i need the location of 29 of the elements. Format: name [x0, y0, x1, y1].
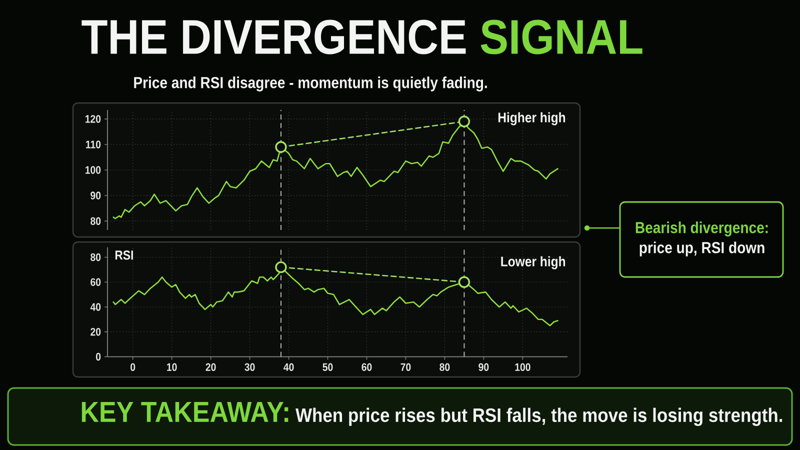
chart-title: THE DIVERGENCE SIGNAL	[82, 20, 642, 54]
annotation: Higher high	[498, 112, 566, 126]
text: KEY TAKEAWAY: When price rises but RSI falls, the move is losing strength.	[82, 402, 782, 426]
x-tick-label: 100	[515, 363, 530, 371]
y-tick-label: 80	[90, 253, 101, 262]
y-tick-label: 40	[90, 303, 101, 311]
annotation: Lower high	[501, 256, 566, 270]
x-tick-label: 40	[284, 363, 294, 371]
y-tick-label: 100	[86, 166, 101, 174]
text: price up, RSI down	[640, 242, 764, 256]
y-tick-label: 90	[90, 192, 101, 200]
y-tick-label: 20	[90, 328, 101, 336]
x-tick-label: 90	[478, 363, 489, 371]
x-tick-label: 20	[206, 363, 216, 371]
y-tick-label: 120	[86, 115, 101, 123]
y-tick-label: 110	[86, 140, 101, 148]
chart-subtitle: Price and RSI disagree - momentum is quietly fading.	[134, 76, 487, 92]
chart-title: RSI	[115, 250, 133, 260]
y-tick-label: 60	[90, 278, 101, 286]
x-tick-label: 10	[167, 363, 177, 371]
x-tick-label: 80	[440, 363, 450, 371]
y-tick-label: 0	[96, 352, 101, 361]
x-tick-label: 70	[400, 363, 411, 371]
text: Bearish divergence:	[636, 222, 768, 236]
x-tick-label: 0	[130, 363, 136, 371]
x-tick-label: 60	[362, 363, 372, 371]
x-tick-label: 30	[244, 363, 255, 371]
x-tick-label: 50	[322, 363, 333, 371]
y-tick-label: 80	[90, 217, 101, 225]
